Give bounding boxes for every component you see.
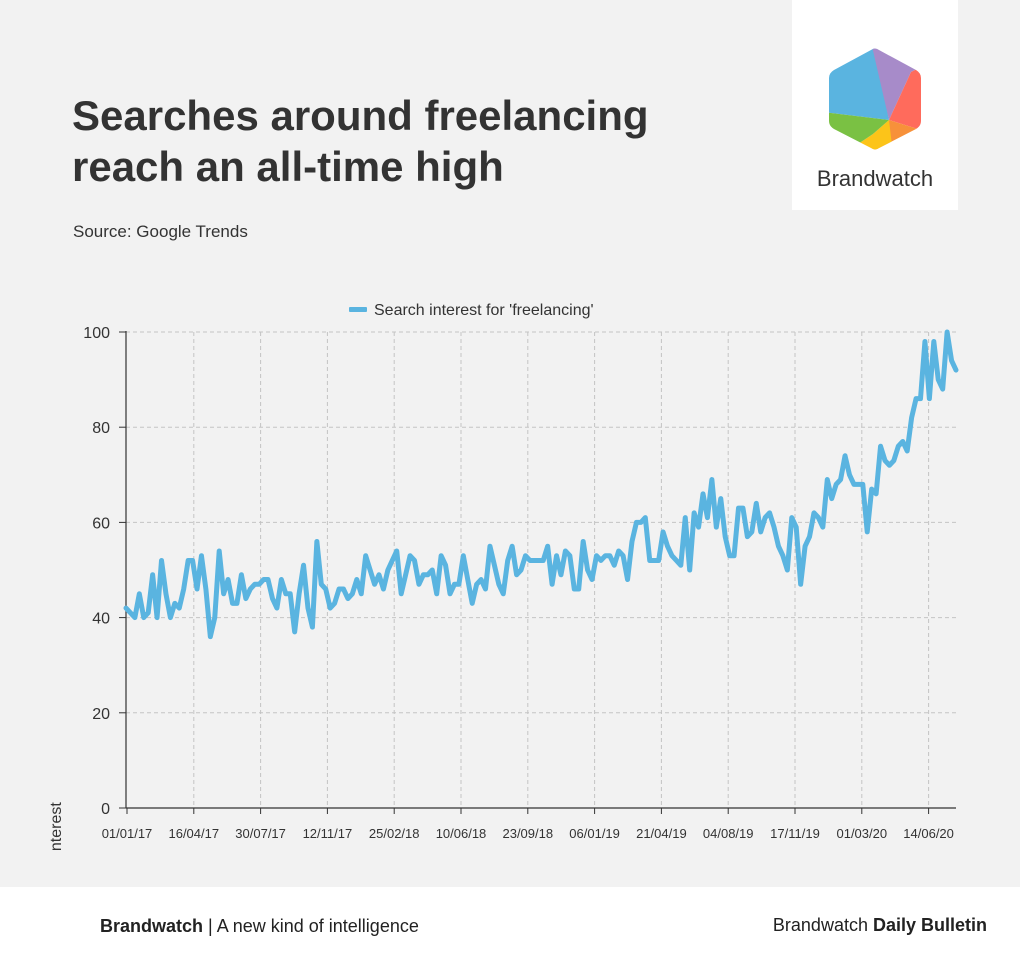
- logo-red-segment: [889, 64, 921, 150]
- x-tick-label: 16/04/17: [168, 826, 219, 841]
- x-tick-labels: 01/01/17 16/04/17 30/07/17 12/11/17 25/02/18…: [102, 826, 954, 841]
- x-tick-label: 12/11/17: [303, 826, 353, 841]
- x-tick-label: 06/01/19: [569, 826, 620, 841]
- brandwatch-logo-card: Brandwatch: [792, 0, 958, 210]
- y-axis-label: Search interest: [48, 802, 65, 850]
- footer-left-tagline: | A new kind of intelligence: [203, 916, 419, 936]
- line-chart: Search interest for 'freelancing' 0 20 40 6…: [48, 302, 959, 850]
- x-tick-label: 01/03/20: [836, 826, 887, 841]
- footer-left-brand: Brandwatch: [100, 916, 204, 936]
- footer-bar: Brandwatch | A new kind of intelligence …: [0, 887, 1020, 963]
- logo-yellow-segment: [843, 120, 893, 150]
- y-tick-label: 0: [101, 801, 110, 818]
- y-tick-label: 100: [83, 325, 110, 342]
- footer-right-brand: Brandwatch: [772, 915, 873, 935]
- source-note: Source: Google Trends: [73, 222, 248, 241]
- x-tick-label: 23/09/18: [502, 826, 553, 841]
- x-tick-label: 10/06/18: [436, 826, 487, 841]
- y-tick-label: 60: [92, 515, 110, 532]
- footer-tagline: Brandwatch | A new kind of intelligence: [100, 916, 419, 937]
- legend-label: Search interest for 'freelancing': [374, 302, 594, 319]
- x-tick-label: 30/07/17: [235, 826, 286, 841]
- chart-legend: Search interest for 'freelancing': [349, 302, 594, 319]
- y-tick-labels: 0 20 40 60 80 100: [83, 325, 110, 818]
- y-tick-label: 20: [92, 706, 110, 723]
- x-tick-label: 25/02/18: [369, 826, 420, 841]
- footer-bulletin: Brandwatch Daily Bulletin: [773, 915, 987, 936]
- x-tick-label: 14/06/20: [903, 826, 954, 841]
- chart-grid: [126, 331, 956, 808]
- series-line-freelancing: [123, 329, 959, 640]
- x-tick-label: 04/08/19: [703, 826, 754, 841]
- y-tick-label: 80: [92, 420, 110, 437]
- legend-swatch: [349, 307, 367, 312]
- y-tick-label: 40: [92, 611, 110, 628]
- chart-axes: [119, 331, 956, 814]
- brandwatch-hexagon-logo-icon: [829, 48, 921, 150]
- logo-wordmark: Brandwatch: [816, 166, 934, 191]
- x-tick-label: 21/04/19: [636, 826, 687, 841]
- x-tick-label: 01/01/17: [102, 826, 153, 841]
- chart-title: Searches around freelancing reach an all…: [72, 92, 649, 190]
- x-tick-label: 17/11/19: [770, 826, 820, 841]
- footer-right-product: Daily Bulletin: [872, 915, 987, 935]
